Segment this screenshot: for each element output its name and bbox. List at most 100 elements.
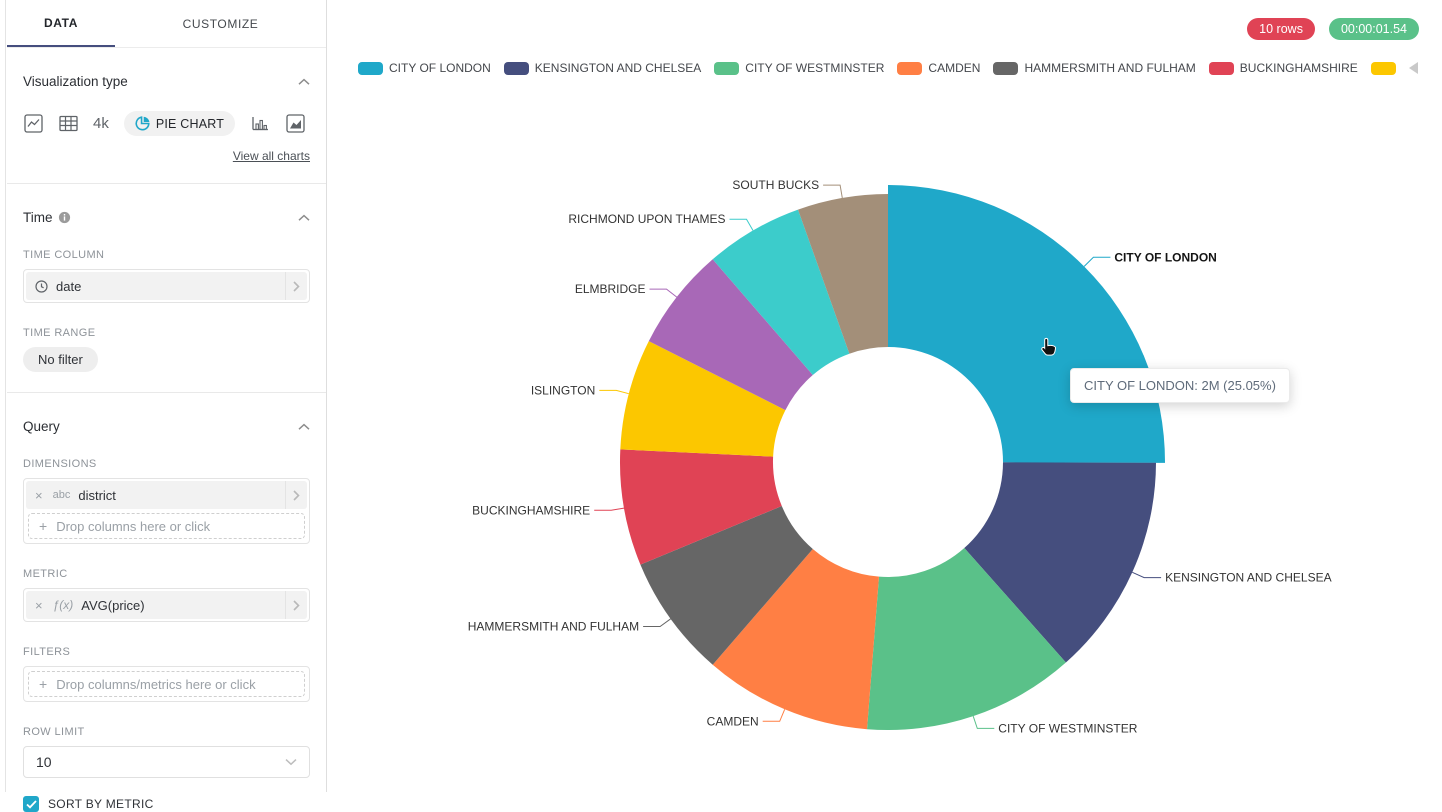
chart-legend: CITY OF LONDON KENSINGTON AND CHELSEA CITY…	[358, 60, 1420, 76]
pie-slice-camden[interactable]	[712, 549, 879, 730]
time-column-control[interactable]: date	[23, 269, 310, 303]
collapsed-datasource-panel-edge	[0, 0, 6, 792]
row-limit-value: 10	[36, 754, 52, 770]
section-divider	[7, 183, 326, 184]
pie-chart-viz-selected[interactable]: PIE CHART	[123, 111, 236, 136]
pie-slice-city-of-westminster[interactable]	[867, 548, 1066, 731]
label-leader-line	[972, 715, 995, 729]
label-leader-line	[762, 709, 786, 722]
legend-item-label: CITY OF LONDON	[389, 61, 491, 75]
legend-item-label: CAMDEN	[928, 61, 981, 75]
label-leader-line	[729, 218, 754, 231]
function-icon: ƒ(x)	[52, 598, 74, 612]
collapse-chevron-icon[interactable]	[298, 214, 310, 222]
label-leader-line	[599, 389, 629, 395]
dimension-chip-district[interactable]: × abc district	[26, 481, 307, 509]
label-leader-line	[1132, 571, 1162, 579]
dimensions-label: DIMENSIONS	[23, 458, 97, 470]
pie-slice-label: KENSINGTON AND CHELSEA	[1165, 571, 1332, 585]
filters-label: FILTERS	[23, 646, 71, 658]
chart-tooltip: CITY OF LONDON: 2M (25.05%)	[1070, 368, 1290, 403]
pie-slice-buckinghamshire[interactable]	[620, 449, 782, 565]
legend-item[interactable]: CITY OF WESTMINSTER	[714, 61, 884, 75]
sort-by-metric-checkbox[interactable]	[23, 796, 39, 812]
time-range-label: TIME RANGE	[23, 327, 96, 339]
legend-item[interactable]: BUCKINGHAMSHIRE	[1208, 61, 1358, 75]
pie-chart-viz-label: PIE CHART	[155, 116, 225, 131]
row-limit-select[interactable]: 10	[23, 746, 310, 778]
table-icon[interactable]	[58, 114, 78, 134]
legend-item-label: CITY OF WESTMINSTER	[745, 61, 885, 75]
label-leader-line	[649, 288, 678, 298]
query-status-badges: 10 rows 00:00:01.54	[1247, 18, 1419, 40]
legend-item[interactable]: HAMMERSMITH AND FULHAM	[993, 61, 1196, 75]
pie-slice-label: HAMMERSMITH AND FULHAM	[468, 620, 639, 634]
pie-slice-label: SOUTH BUCKS	[732, 178, 819, 192]
query-section-title: Query	[23, 419, 60, 434]
dimensions-control: × abc district + Drop columns here or cl…	[23, 478, 310, 544]
bar-chart-icon[interactable]	[250, 114, 270, 134]
plus-icon: +	[39, 676, 48, 692]
legend-item[interactable]: CITY OF LONDON	[358, 61, 491, 75]
label-leader-line	[1083, 256, 1111, 267]
pie-slice-city-of-london[interactable]	[888, 185, 1166, 463]
dimensions-placeholder: Drop columns here or click	[56, 518, 211, 534]
chevron-right-icon	[293, 489, 300, 501]
legend-swatch	[897, 61, 923, 75]
collapse-chevron-icon[interactable]	[298, 78, 310, 86]
chevron-right-icon	[293, 280, 300, 292]
filters-drop-zone[interactable]: + Drop columns/metrics here or click	[28, 671, 305, 697]
pie-slice-label: CITY OF WESTMINSTER	[998, 721, 1137, 735]
metric-chip-label: AVG(price)	[81, 597, 145, 613]
plus-icon: +	[39, 518, 48, 534]
query-timer-badge: 00:00:01.54	[1328, 18, 1419, 40]
pie-slice-label: ELMBRIDGE	[575, 282, 646, 296]
pie-slice-label: ISLINGTON	[531, 383, 595, 397]
legend-swatch	[714, 61, 740, 75]
remove-icon[interactable]: ×	[35, 487, 43, 503]
dimensions-drop-zone[interactable]: + Drop columns here or click	[28, 513, 305, 539]
time-column-value: date	[56, 278, 82, 294]
sort-by-metric-label: SORT BY METRIC	[48, 797, 154, 811]
pie-slice-islington[interactable]	[620, 341, 786, 457]
area-chart-icon[interactable]	[285, 114, 305, 134]
remove-icon[interactable]: ×	[35, 597, 43, 613]
big-number-icon[interactable]: 4k	[93, 115, 109, 132]
pie-slice-south-bucks[interactable]	[798, 194, 888, 354]
legend-swatch	[1208, 61, 1234, 75]
legend-item[interactable]: CAMDEN	[897, 61, 980, 75]
pie-slice-label: CAMDEN	[707, 714, 759, 728]
row-count-badge: 10 rows	[1247, 18, 1315, 40]
metric-label: METRIC	[23, 568, 68, 580]
chart-controls-sidebar: DATA CUSTOMIZE Visualization type 4k PIE…	[7, 0, 327, 812]
tab-customize[interactable]: CUSTOMIZE	[182, 16, 259, 31]
label-leader-line	[594, 507, 625, 511]
sort-by-metric-row[interactable]: SORT BY METRIC	[23, 796, 310, 812]
tab-data[interactable]: DATA	[7, 0, 115, 47]
dimension-chip-label: district	[78, 487, 116, 503]
time-column-label: TIME COLUMN	[23, 249, 105, 261]
pie-chart-icon	[135, 116, 150, 131]
pie-slice-hammersmith-and-fulham[interactable]	[640, 506, 813, 665]
time-section: Time TIME COLUMN date TIME RANGE No filt…	[7, 210, 326, 372]
legend-prev-arrow-icon[interactable]	[1408, 62, 1418, 74]
checkmark-icon	[25, 799, 37, 809]
pie-slice-elmbridge[interactable]	[648, 259, 813, 411]
collapse-chevron-icon[interactable]	[298, 423, 310, 431]
mouse-pointer-cursor	[1041, 337, 1058, 362]
legend-item[interactable]	[1370, 61, 1396, 75]
column-type-abc: abc	[52, 489, 71, 501]
line-chart-icon[interactable]	[23, 114, 43, 134]
metric-chip-avg-price[interactable]: × ƒ(x) AVG(price)	[26, 591, 307, 619]
legend-item-label: KENSINGTON AND CHELSEA	[534, 61, 702, 75]
time-range-value[interactable]: No filter	[23, 347, 98, 372]
legend-swatch	[503, 61, 529, 75]
pie-slice-label: RICHMOND UPON THAMES	[568, 212, 725, 226]
chart-panel: 10 rows 00:00:01.54 CITY OF LONDON KENSIN…	[327, 0, 1442, 792]
legend-item[interactable]: KENSINGTON AND CHELSEA	[503, 61, 702, 75]
pie-slice-label: CITY OF LONDON	[1114, 250, 1216, 264]
pie-slice-richmond-upon-thames[interactable]	[712, 209, 850, 375]
section-divider	[7, 392, 326, 393]
pie-slice-kensington-and-chelsea[interactable]	[964, 462, 1156, 663]
view-all-charts-link[interactable]: View all charts	[232, 149, 310, 163]
